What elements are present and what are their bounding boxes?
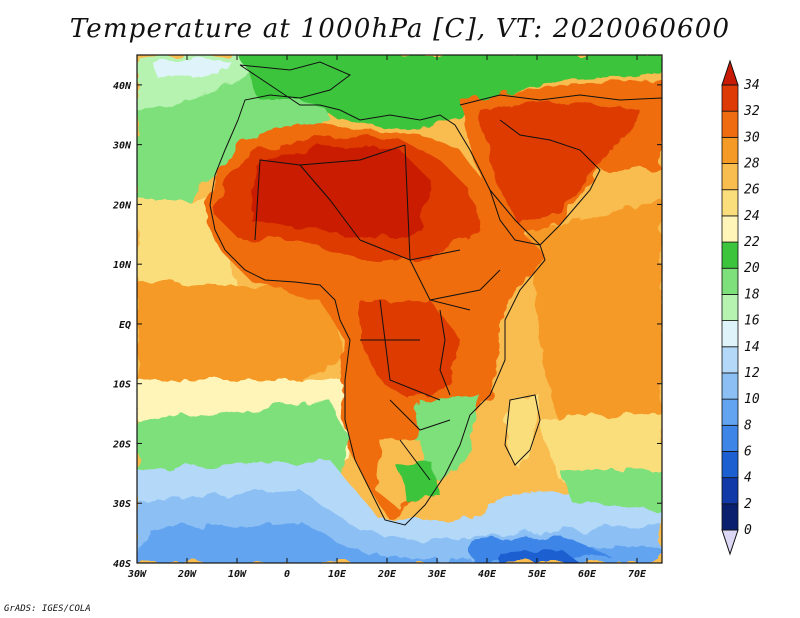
lat-tick-label: 20S — [112, 439, 131, 450]
lon-tick-label: 30E — [427, 569, 447, 580]
lon-tick-label: 70E — [628, 569, 647, 580]
lon-tick-label: 20E — [377, 569, 397, 580]
colorbar-label: 28 — [744, 157, 760, 172]
colorbar-swatch — [721, 398, 739, 426]
lon-tick-label: 50E — [528, 569, 547, 580]
colorbar-swatch — [721, 267, 739, 295]
lat-tick-label: EQ — [119, 320, 131, 331]
credit-label: GrADS: IGES/COLA — [4, 604, 91, 614]
longitude-ticks: 30W 20W 10W 0 10E 20E 30E 40E 50E 60E 70E — [127, 55, 647, 580]
lon-tick-label: 0 — [284, 569, 290, 580]
colorbar-swatch — [721, 189, 739, 217]
colorbar-label: 0 — [744, 523, 752, 538]
temperature-field — [137, 55, 662, 563]
lon-tick-label: 30W — [127, 569, 147, 580]
colorbar-label: 2 — [744, 497, 752, 512]
lon-tick-label: 60E — [578, 569, 597, 580]
colorbar-swatch — [721, 163, 739, 191]
plot-frame — [136, 54, 663, 564]
colorbar-label: 22 — [744, 235, 760, 250]
map-title: Temperature at 1000hPa [C], VT: 20200606… — [69, 14, 731, 44]
lon-tick-label: 10W — [228, 569, 247, 580]
colorbar-swatch — [721, 477, 739, 505]
colorbar-swatch — [721, 503, 739, 531]
colorbar-swatch — [721, 110, 739, 138]
lat-tick-label: 40N — [113, 81, 132, 92]
colorbar-label: 26 — [744, 183, 760, 198]
colorbar-label: 16 — [744, 314, 760, 329]
lon-tick-label: 20W — [177, 569, 197, 580]
colorbar-swatch — [721, 241, 739, 269]
colorbar-swatch — [721, 215, 739, 243]
colorbar-swatch — [721, 346, 739, 374]
colorbar-label: 32 — [743, 104, 760, 119]
lon-tick-label: 40E — [478, 569, 497, 580]
lat-tick-label: 30N — [112, 141, 132, 152]
colorbar-swatch — [721, 372, 739, 400]
colorbar-label: 12 — [744, 366, 760, 381]
colorbar-swatch — [721, 424, 739, 452]
coastlines — [209, 61, 662, 526]
latitude-ticks: 40N 30N 20N 10N EQ 10S 20S 30S 40S — [112, 81, 662, 570]
colorbar-label: 30 — [743, 130, 760, 145]
lat-tick-label: 30S — [112, 499, 131, 510]
colorbar-label: 6 — [744, 444, 752, 459]
colorbar-swatch — [721, 451, 739, 479]
colorbar-label: 20 — [744, 261, 760, 276]
lat-tick-label: 40S — [113, 559, 131, 570]
colorbar-label: 14 — [744, 340, 760, 355]
colorbar-swatch — [721, 84, 739, 112]
colorbar-swatch — [721, 320, 739, 348]
colorbar-label: 8 — [744, 418, 752, 433]
lat-tick-label: 10N — [113, 260, 132, 271]
lat-tick-label: 10S — [113, 380, 131, 391]
colorbar-swatch — [721, 136, 739, 164]
colorbar-swatch — [721, 294, 739, 321]
colorbar-min-arrow — [721, 529, 739, 556]
colorbar-label: 34 — [743, 78, 760, 93]
colorbar-max-arrow — [721, 59, 739, 86]
colorbar-label: 24 — [744, 209, 760, 224]
lon-tick-label: 10E — [328, 569, 347, 580]
colorbar-label: 10 — [744, 392, 760, 407]
colorbar-label: 4 — [744, 471, 752, 486]
lat-tick-label: 20N — [112, 200, 132, 211]
colorbar-label: 18 — [744, 287, 760, 302]
